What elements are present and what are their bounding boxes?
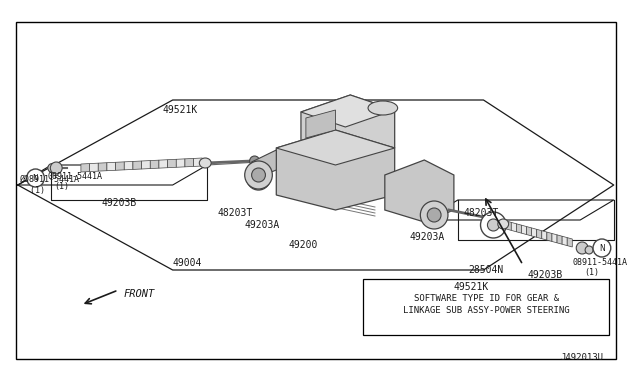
Polygon shape (301, 95, 395, 160)
Circle shape (51, 162, 62, 174)
Polygon shape (276, 130, 395, 210)
Polygon shape (159, 160, 168, 168)
Text: 08911-5441A: 08911-5441A (572, 258, 627, 267)
Circle shape (420, 201, 448, 229)
Text: 49004: 49004 (173, 258, 202, 268)
Text: 49521K: 49521K (163, 105, 198, 115)
Polygon shape (176, 159, 185, 167)
Polygon shape (124, 161, 133, 170)
Polygon shape (547, 232, 552, 241)
Text: Ø08911-5441A
  (1): Ø08911-5441A (1) (20, 175, 80, 195)
Text: N: N (599, 244, 605, 253)
Text: 49203B: 49203B (528, 270, 563, 280)
Circle shape (250, 156, 259, 166)
Text: 49203A: 49203A (410, 232, 445, 242)
Polygon shape (107, 162, 116, 171)
Text: LINKAGE SUB ASSY-POWER STEERING: LINKAGE SUB ASSY-POWER STEERING (403, 307, 570, 315)
Polygon shape (150, 160, 159, 169)
Polygon shape (552, 234, 557, 243)
Bar (363, 279, 609, 335)
Polygon shape (532, 228, 537, 237)
Ellipse shape (199, 158, 211, 168)
Polygon shape (385, 160, 454, 222)
Text: N: N (33, 173, 38, 183)
Circle shape (576, 242, 588, 254)
Polygon shape (168, 159, 176, 168)
Ellipse shape (498, 219, 509, 229)
Text: 49521K: 49521K (454, 282, 489, 292)
Ellipse shape (585, 246, 593, 254)
Polygon shape (511, 222, 516, 232)
Text: 08911-5441A: 08911-5441A (47, 172, 102, 181)
Polygon shape (90, 163, 99, 171)
Polygon shape (116, 162, 124, 170)
Circle shape (481, 212, 506, 238)
Polygon shape (567, 238, 572, 247)
Text: FRONT: FRONT (124, 289, 155, 299)
Circle shape (252, 168, 266, 182)
Ellipse shape (48, 164, 57, 173)
Polygon shape (99, 163, 107, 171)
Text: 49203B: 49203B (102, 198, 137, 208)
Polygon shape (557, 235, 562, 244)
Text: (1): (1) (584, 268, 599, 277)
Text: (1): (1) (54, 182, 69, 191)
Circle shape (27, 169, 44, 187)
Text: J492013U: J492013U (561, 353, 604, 362)
Polygon shape (306, 110, 335, 138)
Polygon shape (537, 229, 542, 239)
Circle shape (428, 208, 441, 222)
Polygon shape (81, 164, 90, 172)
Polygon shape (194, 158, 202, 166)
Polygon shape (542, 231, 547, 240)
Text: 28504N: 28504N (468, 265, 504, 275)
Polygon shape (527, 227, 532, 236)
Circle shape (488, 219, 499, 231)
Polygon shape (141, 161, 150, 169)
Polygon shape (133, 161, 141, 169)
Circle shape (246, 166, 270, 190)
Circle shape (253, 172, 264, 184)
Polygon shape (252, 150, 276, 180)
Text: 48203T: 48203T (464, 208, 499, 218)
Polygon shape (562, 236, 567, 246)
Circle shape (244, 161, 273, 189)
Polygon shape (301, 95, 395, 127)
Polygon shape (506, 221, 511, 230)
Polygon shape (516, 224, 522, 233)
Text: 48203T: 48203T (217, 208, 252, 218)
Text: SOFTWARE TYPE ID FOR GEAR &: SOFTWARE TYPE ID FOR GEAR & (413, 294, 559, 304)
Circle shape (593, 239, 611, 257)
Text: 49200: 49200 (288, 240, 317, 250)
Text: 49203A: 49203A (244, 220, 280, 230)
Polygon shape (522, 225, 527, 234)
Ellipse shape (368, 101, 397, 115)
Polygon shape (276, 130, 395, 165)
Polygon shape (185, 158, 194, 167)
